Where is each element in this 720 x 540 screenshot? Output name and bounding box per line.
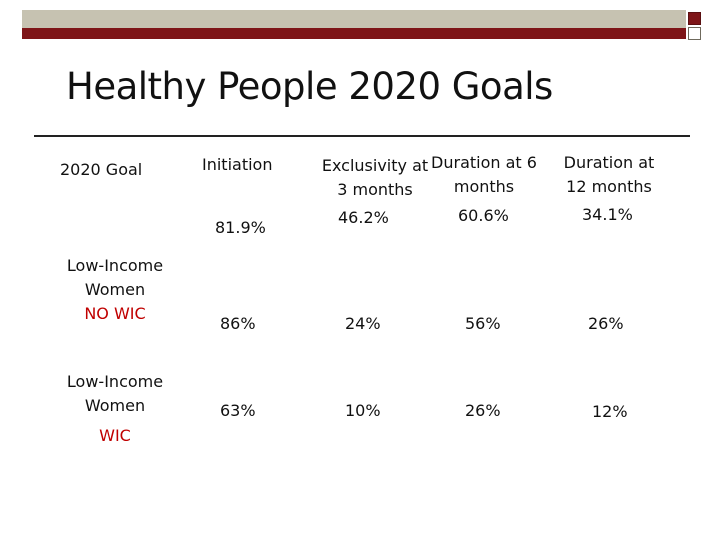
goal-initiation: 81.9%	[215, 218, 266, 237]
wic-label-line1: Low-Income	[66, 372, 164, 391]
header-exclusivity-line2: 3 months	[337, 180, 413, 199]
wic-exclusivity: 10%	[345, 401, 381, 420]
wic-initiation: 63%	[220, 401, 256, 420]
no-wic-exclusivity: 24%	[345, 314, 381, 333]
wic-duration-6: 26%	[465, 401, 501, 420]
header-duration6-line2: months	[453, 177, 515, 196]
no-wic-label-line3: NO WIC	[84, 304, 146, 323]
header-duration-12: Duration at 12 months	[556, 151, 662, 199]
header-exclusivity: Exclusivity at 3 months	[310, 154, 440, 202]
corner-square-outline	[688, 27, 701, 40]
header-duration-6: Duration at 6 months	[428, 151, 540, 199]
goal-duration-12: 34.1%	[582, 205, 633, 224]
no-wic-label-line2: Women	[84, 280, 146, 299]
header-duration6-line1: Duration at 6	[431, 153, 537, 172]
no-wic-duration-12: 26%	[588, 314, 624, 333]
wic-duration-12: 12%	[592, 402, 628, 421]
row-label-wic: Low-Income Women WIC	[50, 370, 180, 448]
row-label-no-wic: Low-Income Women NO WIC	[50, 254, 180, 326]
no-wic-initiation: 86%	[220, 314, 256, 333]
wic-label-line3: WIC	[99, 426, 131, 445]
no-wic-duration-6: 56%	[465, 314, 501, 333]
slide-title: Healthy People 2020 Goals	[66, 65, 553, 108]
header-exclusivity-line1: Exclusivity at	[321, 156, 429, 175]
header-band	[22, 10, 686, 28]
goal-duration-6: 60.6%	[458, 206, 509, 225]
header-initiation: Initiation	[202, 155, 273, 174]
header-duration12-line1: Duration at	[563, 153, 655, 172]
header-accent-bar	[22, 28, 686, 39]
title-divider	[34, 135, 690, 137]
wic-label-line2: Women	[84, 396, 146, 415]
goal-exclusivity: 46.2%	[338, 208, 389, 227]
header-duration12-line2: 12 months	[566, 177, 652, 196]
header-goal-label: 2020 Goal	[60, 160, 143, 179]
corner-square-filled	[688, 12, 701, 25]
no-wic-label-line1: Low-Income	[66, 256, 164, 275]
